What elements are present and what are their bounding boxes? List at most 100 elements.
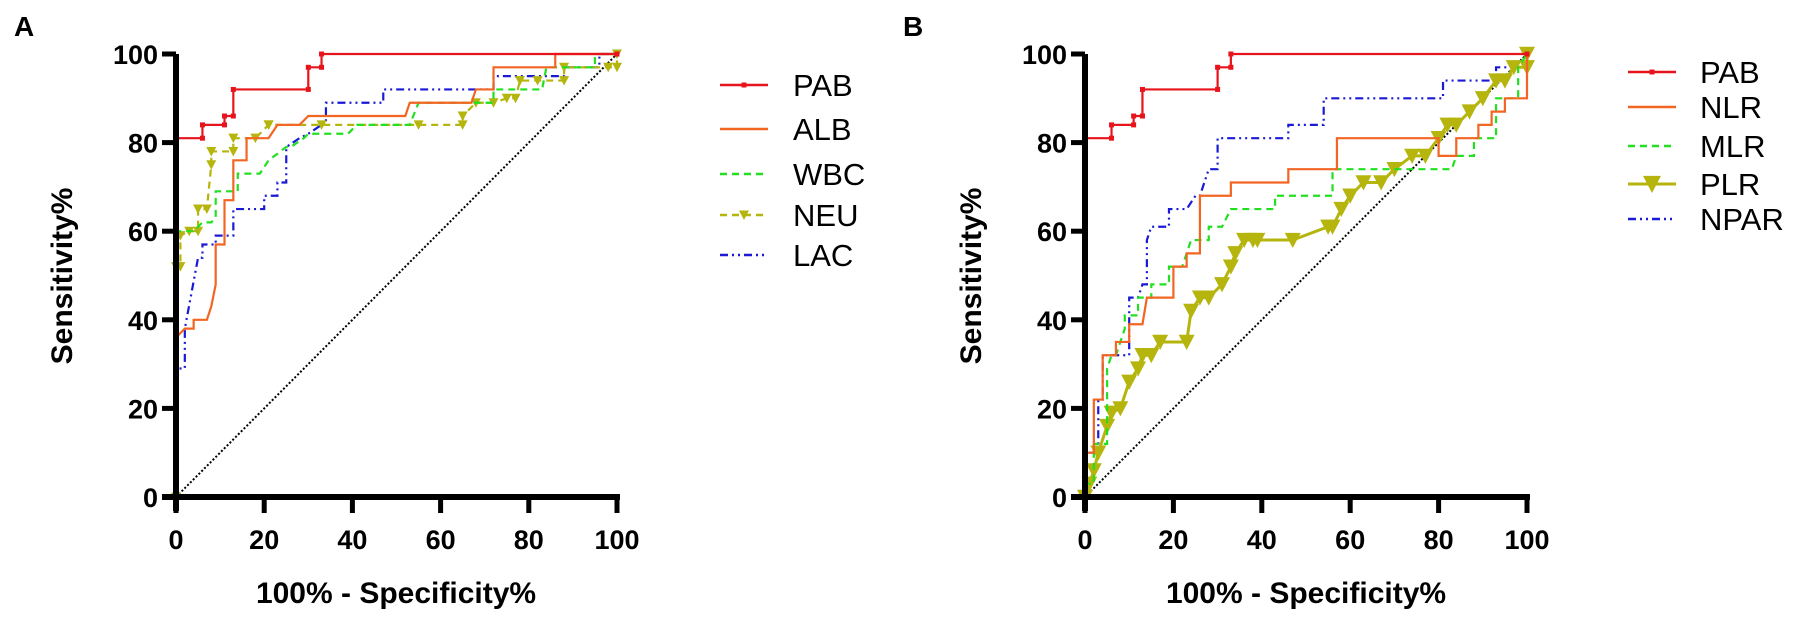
- data-point: [1215, 64, 1221, 70]
- y-tick-label: 0: [1052, 483, 1067, 513]
- y-tick-label: 0: [143, 483, 158, 513]
- data-point: [222, 122, 228, 128]
- roc-curve-neu: [174, 54, 619, 497]
- y-axis-title-b: Sensitivity%: [955, 188, 988, 365]
- panel-label-a: A: [14, 11, 34, 42]
- reference-line: [1084, 53, 1528, 498]
- legend-marker-icon: [1649, 69, 1655, 75]
- data-point: [1417, 148, 1434, 164]
- data-point: [1215, 86, 1221, 92]
- legend-label: PAB: [1700, 55, 1760, 90]
- data-point: [1152, 334, 1169, 350]
- data-point: [612, 62, 622, 73]
- data-point: [1183, 303, 1200, 319]
- y-tick-label: 100: [113, 40, 158, 70]
- data-point: [1139, 86, 1145, 92]
- y-tick-label: 40: [128, 306, 158, 336]
- data-point: [1139, 113, 1145, 119]
- plot-area-a: [171, 49, 622, 502]
- data-point: [1505, 60, 1522, 76]
- legend-item-pab: PAB: [720, 68, 853, 103]
- legend-label: PLR: [1700, 167, 1760, 202]
- y-tick-label: 40: [1037, 306, 1067, 336]
- roc-curve-wbc: [174, 52, 617, 497]
- data-point: [1373, 175, 1390, 191]
- x-axis-title-b: 100% - Specificity%: [1166, 577, 1446, 610]
- legend-item-plr: PLR: [1628, 167, 1760, 202]
- data-point: [1227, 246, 1244, 262]
- panel-a: A 0 20 40 60 80 100 0 20 40 60 80 100 100% - Specif…: [14, 11, 865, 610]
- data-point: [199, 135, 205, 141]
- x-tick-label: 20: [1158, 525, 1188, 555]
- data-point: [1249, 232, 1266, 249]
- data-point: [1386, 161, 1403, 178]
- data-point: [1131, 122, 1137, 128]
- data-point: [1178, 334, 1195, 350]
- data-point: [1109, 135, 1115, 141]
- data-point: [1085, 463, 1102, 479]
- series-plr: [1077, 46, 1535, 505]
- plot-area-b: [1077, 46, 1535, 505]
- y-tick-label: 20: [128, 394, 158, 424]
- data-point: [532, 76, 543, 86]
- data-point: [305, 86, 311, 92]
- axes-b: 0 20 40 60 80 100 0 20 40 60 80 100: [1022, 40, 1550, 555]
- data-point: [1099, 418, 1116, 435]
- x-axis-title-a: 100% - Specificity%: [256, 577, 536, 610]
- y-axis-title-a: Sensitivity%: [46, 188, 79, 365]
- data-point: [614, 51, 620, 57]
- data-point: [1130, 361, 1147, 377]
- data-point: [457, 111, 468, 122]
- series-nlr: [1083, 54, 1529, 497]
- axes-a: 0 20 40 60 80 100 0 20 40 60 80 100: [113, 40, 640, 555]
- data-point: [1228, 64, 1234, 70]
- data-point: [1228, 51, 1234, 57]
- x-tick-label: 80: [1424, 525, 1454, 555]
- legend-item-pab: PAB: [1628, 55, 1760, 90]
- legend-item-npar: NPAR: [1628, 202, 1784, 237]
- data-point: [199, 122, 205, 128]
- data-point: [230, 86, 236, 92]
- legend-label: NEU: [793, 198, 858, 233]
- legend-label: NPAR: [1700, 202, 1784, 237]
- data-point: [228, 133, 239, 144]
- x-tick-label: 0: [1077, 525, 1092, 555]
- data-point: [206, 160, 217, 170]
- legend-item-mlr: MLR: [1628, 129, 1765, 164]
- data-point: [1121, 374, 1138, 390]
- data-point: [1524, 51, 1530, 57]
- data-point: [559, 76, 570, 86]
- data-point: [510, 93, 521, 104]
- legend-marker-icon: [741, 82, 747, 88]
- data-point: [1474, 91, 1491, 107]
- x-tick-label: 80: [514, 525, 544, 555]
- series-lac: [174, 52, 617, 497]
- data-point: [305, 64, 311, 70]
- data-point: [316, 120, 327, 130]
- legend-marker-icon: [1643, 175, 1661, 193]
- data-point: [319, 64, 325, 70]
- panel-b: B 0 20 40 60 80 100 0 20 40 60 80 100 100% - Specif…: [903, 11, 1784, 610]
- legend-item-nlr: NLR: [1628, 90, 1762, 125]
- legend-label: WBC: [793, 157, 865, 192]
- data-point: [1324, 219, 1341, 235]
- legend-item-wbc: WBC: [720, 157, 865, 192]
- legend-label: LAC: [793, 238, 853, 273]
- legend-item-alb: ALB: [720, 112, 852, 147]
- y-tick-label: 60: [128, 217, 158, 247]
- data-point: [1143, 348, 1160, 364]
- legend-marker-icon: [739, 210, 749, 220]
- x-tick-label: 60: [1335, 525, 1365, 555]
- panel-label-b: B: [903, 11, 923, 42]
- data-point: [1496, 73, 1513, 89]
- x-tick-label: 40: [1247, 525, 1277, 555]
- x-tick-label: 100: [1504, 525, 1549, 555]
- legend-a: PAB ALB WBC NEU LAC: [720, 68, 865, 273]
- roc-curve-lac: [174, 52, 617, 497]
- data-point: [230, 113, 236, 119]
- roc-curve-nlr: [1083, 54, 1529, 497]
- y-tick-label: 80: [1037, 129, 1067, 159]
- legend-label: ALB: [793, 112, 852, 147]
- data-point: [1131, 113, 1137, 119]
